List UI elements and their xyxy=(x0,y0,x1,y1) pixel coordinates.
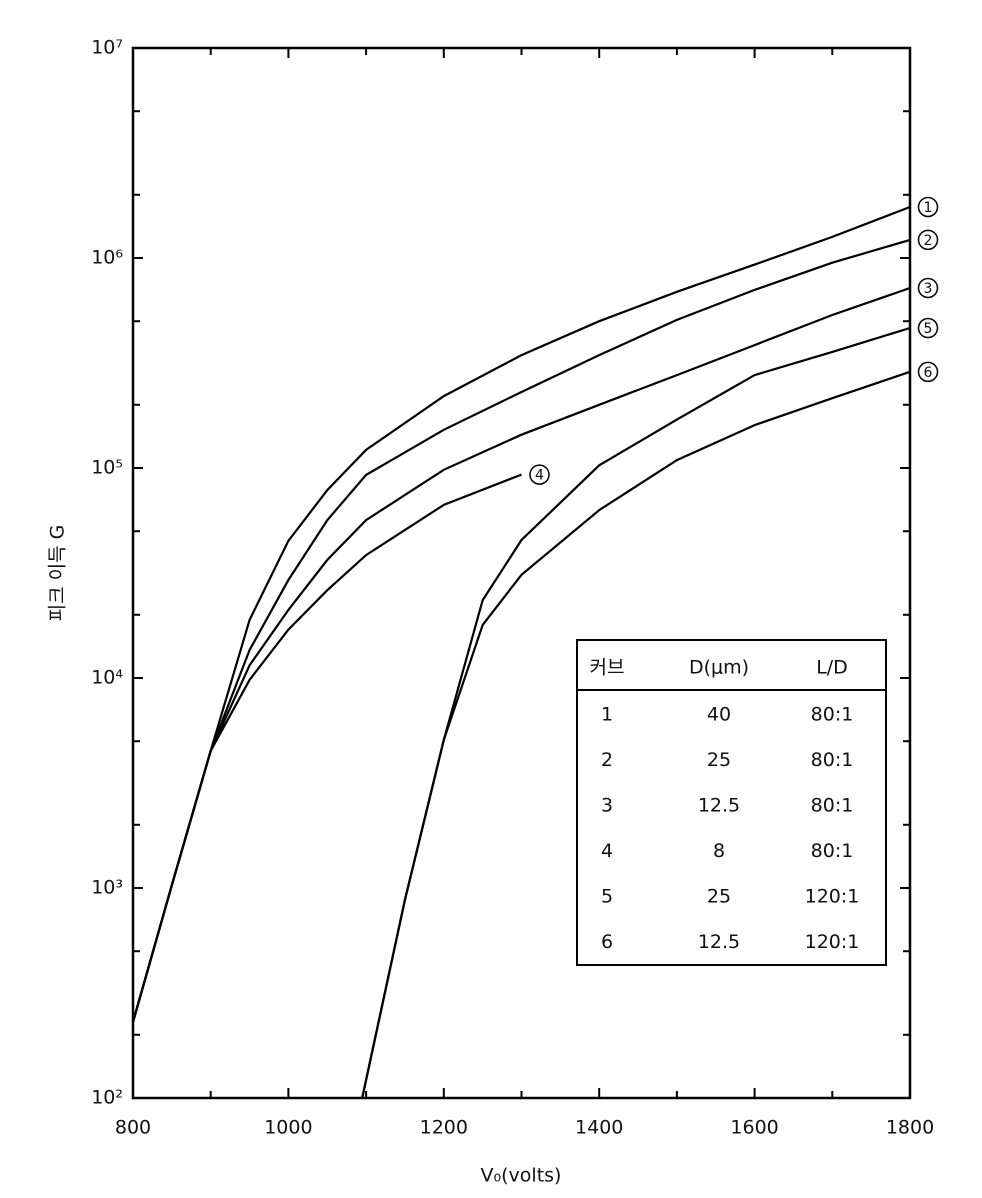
curve-label-circle xyxy=(917,196,939,218)
curve xyxy=(361,370,911,1099)
table-cell: 40 xyxy=(707,704,731,726)
x-tick-label: 1200 xyxy=(420,1117,468,1139)
table-cell: 25 xyxy=(707,749,731,771)
curve-label: 5 xyxy=(924,321,933,337)
legend-table xyxy=(576,639,887,966)
curve-label-circle xyxy=(917,317,939,339)
y-tick-label: 10³ xyxy=(91,877,123,899)
curve-label: 4 xyxy=(535,468,544,484)
table-header: 커브 xyxy=(590,657,625,679)
table-cell: 80:1 xyxy=(811,749,854,771)
curve xyxy=(131,205,911,1023)
curve xyxy=(131,286,911,1023)
curve-label-circle xyxy=(529,464,550,485)
y-tick-label: 10⁶ xyxy=(91,247,123,269)
table-cell: 12.5 xyxy=(698,795,740,817)
x-tick-label: 800 xyxy=(115,1117,151,1139)
x-tick-label: 1000 xyxy=(264,1117,312,1139)
curve-label: 3 xyxy=(924,281,933,297)
y-tick-label: 10² xyxy=(91,1087,123,1109)
table-cell: 6 xyxy=(601,931,613,953)
curve-label-circle xyxy=(917,361,939,383)
table-cell: 12.5 xyxy=(698,931,740,953)
table-cell: 4 xyxy=(601,840,613,862)
curve-label-circle xyxy=(917,229,939,251)
curve-label-circle xyxy=(917,277,939,299)
curve-label: 1 xyxy=(924,200,933,216)
y-tick-label: 10⁵ xyxy=(91,457,123,479)
table-cell: 120:1 xyxy=(805,886,860,908)
table-cell: 3 xyxy=(601,795,613,817)
curve-label: 6 xyxy=(924,365,933,381)
table-cell: 1 xyxy=(601,704,613,726)
table-cell: 5 xyxy=(601,886,613,908)
y-tick-label: 10⁴ xyxy=(91,667,123,689)
x-axis-label: V₀(volts) xyxy=(481,1165,562,1187)
x-tick-label: 1800 xyxy=(886,1117,934,1139)
table-header: D(μm) xyxy=(689,657,749,679)
x-tick-label: 1400 xyxy=(575,1117,623,1139)
table-cell: 2 xyxy=(601,749,613,771)
x-tick-label: 1600 xyxy=(730,1117,778,1139)
table-cell: 120:1 xyxy=(805,931,860,953)
table-cell: 80:1 xyxy=(811,795,854,817)
y-tick-label: 10⁷ xyxy=(91,37,123,59)
curve-label: 2 xyxy=(924,233,933,249)
table-cell: 80:1 xyxy=(811,704,854,726)
curve xyxy=(131,473,522,1023)
table-cell: 25 xyxy=(707,886,731,908)
table-header: L/D xyxy=(816,657,848,679)
table-cell: 8 xyxy=(713,840,725,862)
y-axis-label: 피크 이득 G xyxy=(47,525,69,622)
table-cell: 80:1 xyxy=(811,840,854,862)
